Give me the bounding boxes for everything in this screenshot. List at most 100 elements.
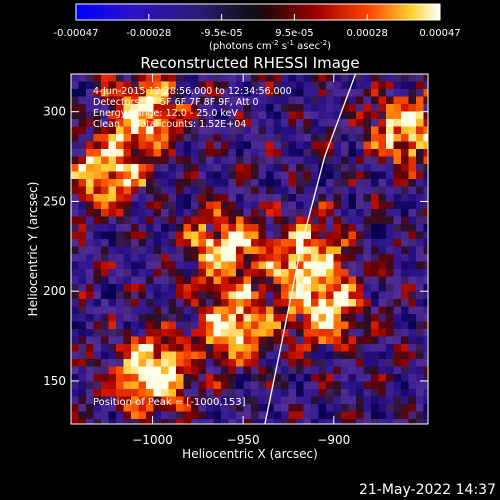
- heatmap-cell: [213, 201, 222, 210]
- heatmap-cell: [423, 321, 428, 330]
- heatmap-cell: [236, 321, 244, 330]
- heatmap-cell: [146, 359, 154, 367]
- heatmap-cell: [251, 89, 259, 97]
- heatmap-cell: [101, 149, 109, 157]
- heatmap-cell: [311, 201, 319, 210]
- heatmap-cell: [423, 89, 428, 97]
- heatmap-cell: [138, 171, 147, 180]
- heatmap-cell: [131, 119, 139, 127]
- heatmap-cell: [416, 314, 424, 322]
- heatmap-cell: [281, 96, 289, 105]
- heatmap-cell: [168, 89, 177, 97]
- heatmap-cell: [416, 351, 424, 360]
- heatmap-cell: [153, 81, 162, 90]
- heatmap-cell: [101, 186, 109, 195]
- heatmap-cell: [378, 164, 387, 172]
- heatmap-cell: [161, 366, 169, 375]
- heatmap-cell: [213, 246, 222, 255]
- heatmap-cell: [266, 224, 274, 232]
- heatmap-cell: [123, 104, 132, 112]
- heatmap-cell: [71, 149, 79, 157]
- heatmap-cell: [213, 276, 222, 285]
- heatmap-cell: [161, 141, 169, 150]
- heatmap-cell: [363, 359, 372, 367]
- heatmap-cell: [236, 96, 244, 105]
- heatmap-cell: [221, 209, 229, 217]
- heatmap-cell: [281, 306, 289, 315]
- heatmap-cell: [333, 149, 342, 157]
- heatmap-cell: [161, 134, 169, 142]
- heatmap-cell: [326, 149, 334, 157]
- heatmap-cell: [258, 366, 267, 375]
- heatmap-cell: [266, 381, 274, 390]
- heatmap-cell: [401, 171, 409, 180]
- heatmap-cell: [228, 156, 237, 165]
- heatmap-cell: [176, 179, 184, 187]
- heatmap-cell: [123, 276, 132, 285]
- heatmap-cell: [348, 134, 357, 142]
- heatmap-cell: [266, 134, 274, 142]
- heatmap-cell: [123, 411, 132, 420]
- heatmap-cell: [333, 336, 342, 345]
- heatmap-cell: [86, 419, 94, 424]
- heatmap-cell: [281, 186, 289, 195]
- chart-title: Reconstructed RHESSI Image: [140, 54, 359, 72]
- heatmap-cell: [371, 381, 379, 390]
- heatmap-cell: [251, 284, 259, 292]
- heatmap-cell: [288, 359, 297, 367]
- heatmap-cell: [191, 89, 199, 97]
- heatmap-cell: [341, 194, 349, 202]
- heatmap-cell: [161, 291, 169, 300]
- heatmap-cell: [176, 231, 184, 240]
- heatmap-cell: [266, 411, 274, 420]
- heatmap-cell: [296, 276, 304, 285]
- heatmap-cell: [161, 119, 169, 127]
- heatmap-cell: [78, 126, 87, 135]
- heatmap-cell: [363, 411, 372, 420]
- heatmap-cell: [303, 261, 312, 270]
- heatmap-cell: [161, 239, 169, 247]
- heatmap-cell: [93, 134, 102, 142]
- heatmap-cell: [116, 269, 124, 277]
- heatmap-cell: [401, 411, 409, 420]
- annotation-detectors: Detectors: 3F 5F 6F 7F 8F 9F, Att 0: [93, 97, 259, 108]
- heatmap-cell: [333, 104, 342, 112]
- heatmap-cell: [183, 299, 192, 307]
- heatmap-cell: [258, 261, 267, 270]
- heatmap-cell: [386, 179, 394, 187]
- heatmap-cell: [281, 366, 289, 375]
- heatmap-cell: [251, 291, 259, 300]
- heatmap-cell: [303, 171, 312, 180]
- heatmap-cell: [296, 201, 304, 210]
- heatmap-cell: [258, 411, 267, 420]
- heatmap-cell: [356, 231, 364, 240]
- heatmap-cell: [153, 216, 162, 225]
- heatmap-cell: [183, 209, 192, 217]
- heatmap-cell: [341, 291, 349, 300]
- heatmap-cell: [108, 179, 117, 187]
- heatmap-cell: [138, 419, 147, 424]
- heatmap-cell: [386, 254, 394, 262]
- heatmap-cell: [191, 126, 199, 135]
- heatmap-cell: [168, 329, 177, 337]
- heatmap-cell: [101, 81, 109, 90]
- heatmap-cell: [198, 171, 207, 180]
- heatmap-cell: [243, 359, 252, 367]
- heatmap-cell: [288, 209, 297, 217]
- heatmap-cell: [183, 141, 192, 150]
- heatmap-cell: [176, 164, 184, 172]
- heatmap-cell: [408, 246, 417, 255]
- heatmap-cell: [213, 396, 222, 405]
- heatmap-cell: [296, 366, 304, 375]
- heatmap-cell: [363, 404, 372, 412]
- heatmap-cell: [356, 141, 364, 150]
- heatmap-cell: [318, 194, 327, 202]
- heatmap-cell: [101, 104, 109, 112]
- heatmap-cell: [348, 141, 357, 150]
- heatmap-cell: [108, 156, 117, 165]
- heatmap-cell: [416, 96, 424, 105]
- heatmap-cell: [408, 419, 417, 424]
- heatmap-cell: [191, 164, 199, 172]
- heatmap-cell: [146, 149, 154, 157]
- heatmap-cell: [213, 389, 222, 397]
